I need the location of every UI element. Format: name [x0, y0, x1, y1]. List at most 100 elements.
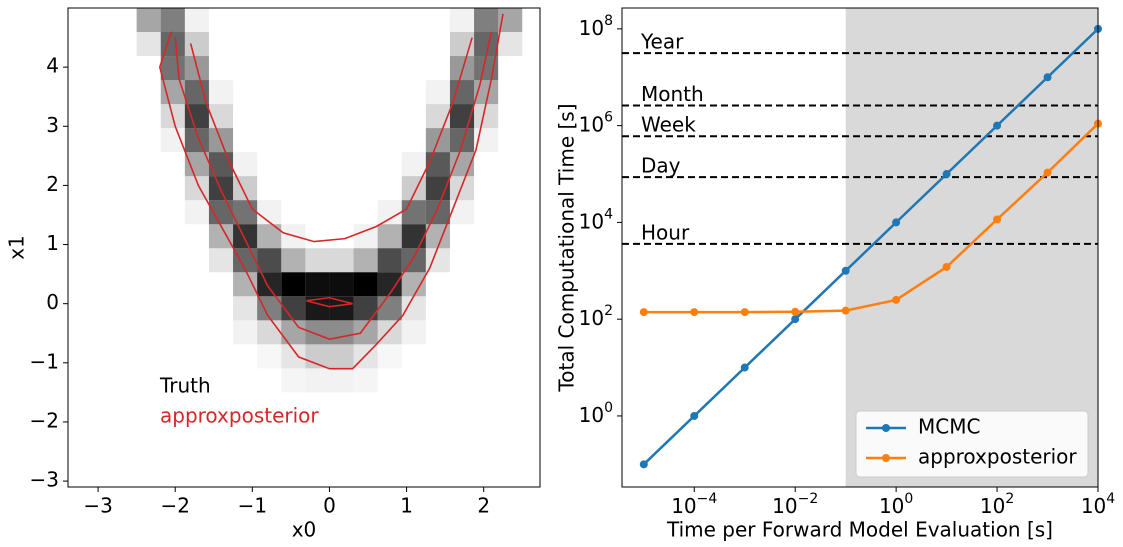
heatmap-cell: [378, 128, 402, 152]
heatmap-cell: [305, 56, 329, 80]
heatmap-cell: [136, 32, 161, 57]
heatmap-cell: [354, 56, 378, 80]
heatmap-cell: [378, 104, 402, 128]
heatmap-cell: [233, 272, 258, 297]
y-tick-label: 2: [46, 172, 59, 196]
y-axis-label: Total Computational Time [s]: [555, 103, 579, 392]
heatmap-cell: [257, 104, 281, 128]
series-point: [1043, 73, 1052, 82]
heatmap-cell: [402, 32, 426, 56]
y-tick-label: −2: [30, 408, 59, 432]
heatmap-cell: [474, 272, 498, 296]
heatmap-cell: [353, 272, 378, 297]
x-tick-label: 10−2: [772, 491, 818, 518]
heatmap-cell: [281, 8, 305, 32]
y-axis-label: x1: [5, 235, 29, 260]
heatmap-cell: [137, 224, 161, 248]
heatmap-cell: [233, 296, 258, 321]
heatmap-cell: [329, 200, 353, 224]
shaded-region: [845, 8, 1098, 487]
heatmap-cell: [233, 8, 257, 32]
heatmap-cell: [401, 296, 426, 321]
legend-marker: [882, 454, 890, 462]
heatmap-cell: [281, 320, 306, 345]
heatmap-cell: [257, 200, 282, 225]
heatmap-cell: [402, 128, 426, 152]
heatmap-cell: [208, 224, 234, 249]
series-point: [942, 170, 951, 179]
heatmap-cell: [426, 8, 450, 32]
heatmap-cell: [498, 152, 522, 176]
heatmap-cell: [329, 104, 353, 128]
y-tick-label: 108: [579, 13, 613, 40]
x-axis-label: Time per Forward Model Evaluation [s]: [666, 518, 1053, 542]
heatmap-cell: [426, 344, 450, 368]
heatmap-cell: [281, 152, 305, 176]
heatmap-cell: [137, 80, 161, 104]
heatmap-cell: [449, 176, 475, 201]
heatmap-cell: [184, 152, 209, 177]
series-point: [841, 266, 850, 275]
heatmap-cell: [161, 200, 185, 224]
heatmap-cell: [281, 104, 305, 128]
heatmap-cell: [498, 248, 522, 272]
heatmap-cell: [257, 176, 281, 200]
heatmap-cell: [257, 8, 281, 32]
heatmap-cell: [498, 56, 522, 80]
heatmap-cell: [281, 272, 306, 297]
heatmap-cell: [257, 320, 282, 345]
heatmap-cell: [137, 344, 161, 368]
heatmap-cell: [257, 368, 281, 392]
heatmap-cell: [402, 104, 426, 128]
heatmap-cell: [377, 200, 402, 225]
x-tick-label: −3: [83, 494, 112, 518]
heatmap-cell: [354, 152, 378, 176]
heatmap-cell: [281, 200, 305, 224]
heatmap-cell: [161, 224, 185, 248]
heatmap-cell: [257, 272, 282, 297]
heatmap-cell: [498, 224, 522, 248]
x-tick-label: 100: [879, 491, 913, 518]
heatmap-cell: [474, 344, 498, 368]
heatmap-cell: [353, 248, 378, 273]
reference-label: Hour: [641, 220, 690, 244]
heatmap-cell: [378, 80, 402, 104]
legend-label: approxposterior: [918, 445, 1077, 469]
legend-box: [855, 410, 1089, 478]
heatmap-cell: [401, 152, 426, 177]
heatmap-cell: [185, 320, 209, 344]
legend-label: MCMC: [918, 415, 980, 439]
heatmap-cell: [137, 176, 161, 200]
heatmap-cell: [425, 200, 450, 225]
heatmap-cell: [137, 368, 161, 392]
x-tick-label: 2: [477, 494, 490, 518]
heatmap-cell: [281, 368, 306, 393]
heatmap-cell: [401, 224, 426, 249]
reference-label: Day: [641, 154, 681, 178]
heatmap-cell: [498, 272, 522, 296]
heatmap-cell: [305, 200, 329, 224]
heatmap-cell: [401, 176, 426, 201]
heatmap-cell: [233, 320, 258, 345]
heatmap-cell: [160, 56, 185, 81]
heatmap-cell: [305, 80, 329, 104]
series-point: [993, 121, 1002, 130]
heatmap-cell: [498, 80, 522, 104]
y-tick-label: 1: [46, 231, 59, 255]
heatmap-cell: [257, 128, 281, 152]
heatmap-cell: [281, 344, 306, 369]
heatmap-cell: [329, 32, 353, 56]
heatmap-cell: [498, 344, 522, 368]
heatmap-cell: [354, 8, 378, 32]
heatmap-cell: [257, 56, 281, 80]
heatmap-cell: [449, 56, 475, 81]
heatmap-cell: [209, 296, 233, 320]
heatmap-cell: [402, 8, 426, 32]
heatmap-cell: [305, 104, 329, 128]
heatmap-cell: [329, 344, 354, 369]
heatmap-cell: [161, 344, 185, 368]
heatmap-cell: [329, 176, 353, 200]
heatmap-cell: [449, 8, 475, 33]
heatmap-cell: [329, 320, 354, 345]
heatmap-cell: [377, 320, 402, 345]
